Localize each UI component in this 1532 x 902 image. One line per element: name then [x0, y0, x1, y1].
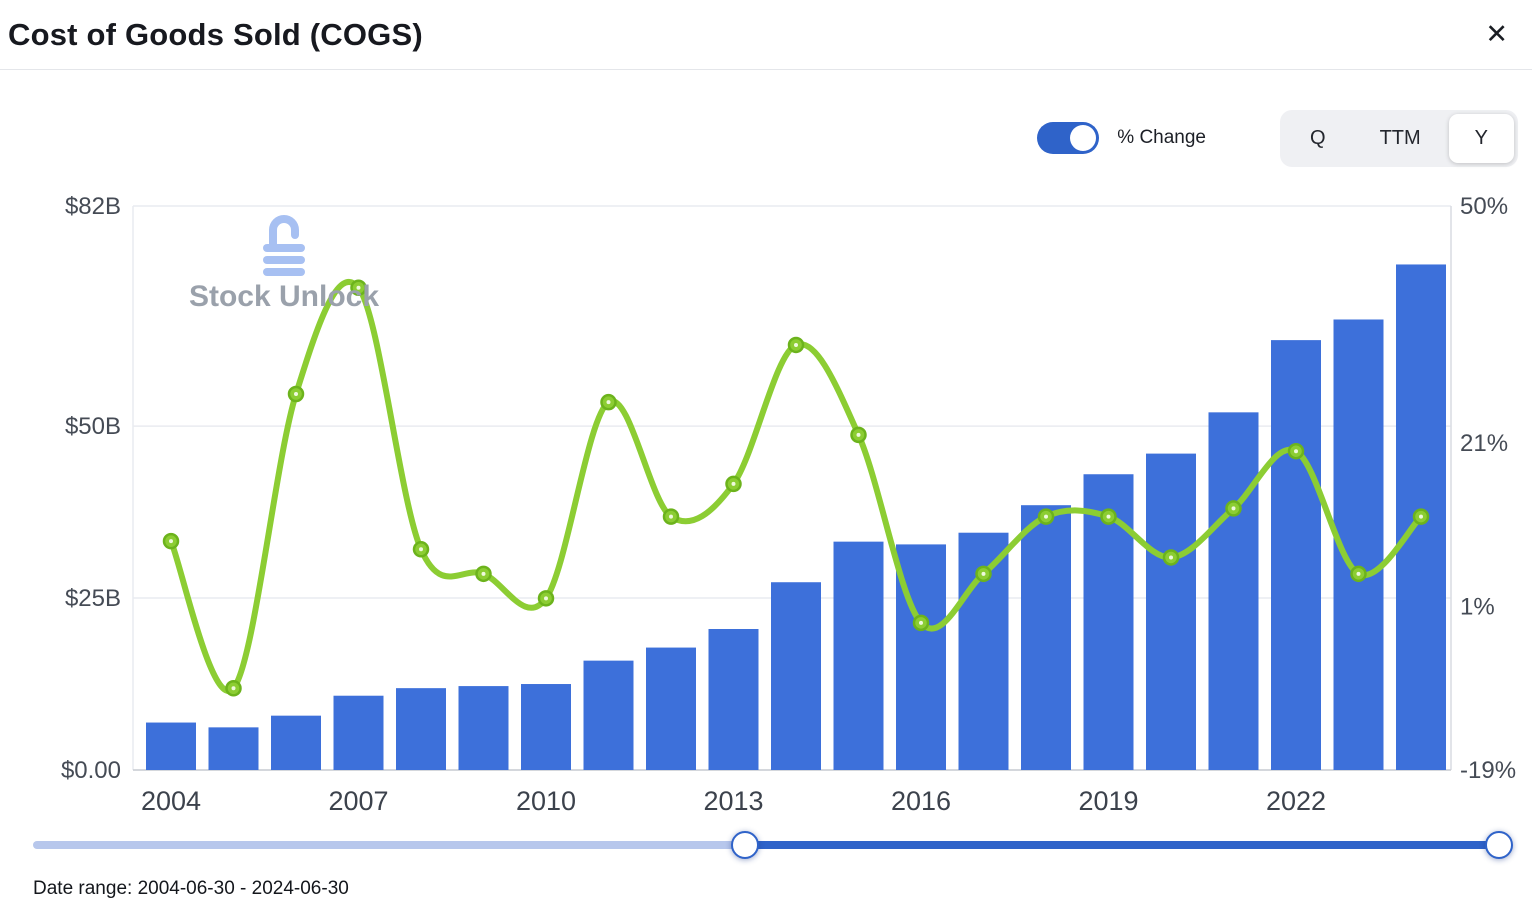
- chart-area: $0.00 $25B $50B $82B -19% 1% 21% 50% 2004 2007 201…: [0, 166, 1532, 826]
- svg-text:1%: 1%: [1460, 594, 1495, 621]
- svg-text:-19%: -19%: [1460, 757, 1516, 784]
- percent-change-line: [162, 279, 1430, 697]
- svg-text:21%: 21%: [1460, 430, 1508, 457]
- axis-labels: $0.00 $25B $50B $82B -19% 1% 21% 50% 2004 2007 201…: [61, 193, 1516, 816]
- chart-controls: % Change Q TTM Y: [0, 70, 1532, 167]
- svg-text:$25B: $25B: [65, 585, 121, 612]
- tab-ttm[interactable]: TTM: [1354, 114, 1447, 163]
- svg-text:$0.00: $0.00: [61, 757, 121, 784]
- percent-change-toggle-group: % Change: [1037, 122, 1206, 154]
- percent-change-label: % Change: [1117, 127, 1206, 148]
- slider-handle-start[interactable]: [731, 831, 760, 859]
- svg-text:$50B: $50B: [65, 413, 121, 440]
- svg-text:2016: 2016: [891, 786, 951, 816]
- date-range-label: Date range: 2004-06-30 - 2024-06-30: [33, 878, 349, 899]
- date-range-slider[interactable]: [33, 830, 1513, 860]
- cogs-chart: $0.00 $25B $50B $82B -19% 1% 21% 50% 2004 2007 201…: [61, 193, 1516, 816]
- svg-text:2010: 2010: [516, 786, 576, 816]
- svg-text:50%: 50%: [1460, 193, 1508, 220]
- svg-text:2022: 2022: [1266, 786, 1326, 816]
- tab-q[interactable]: Q: [1284, 114, 1352, 163]
- close-icon[interactable]: ✕: [1485, 19, 1508, 49]
- page-title: Cost of Goods Sold (COGS): [8, 16, 423, 52]
- period-tabs: Q TTM Y: [1280, 109, 1518, 167]
- slider-selected-range[interactable]: [745, 841, 1499, 849]
- panel-header: Cost of Goods Sold (COGS) ✕: [0, 0, 1532, 70]
- svg-text:2019: 2019: [1078, 786, 1138, 816]
- svg-text:2013: 2013: [703, 786, 763, 816]
- percent-change-toggle[interactable]: [1037, 122, 1100, 154]
- toggle-knob: [1070, 125, 1097, 151]
- slider-handle-end[interactable]: [1485, 831, 1513, 859]
- svg-text:$82B: $82B: [65, 193, 121, 220]
- bar-series: [146, 264, 1446, 770]
- svg-text:2004: 2004: [141, 786, 201, 816]
- tab-y[interactable]: Y: [1448, 113, 1514, 163]
- svg-text:2007: 2007: [328, 786, 388, 816]
